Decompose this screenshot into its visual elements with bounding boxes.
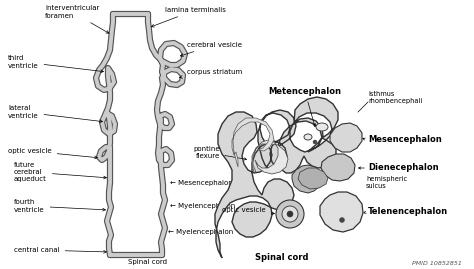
- Text: Telenencephalon: Telenencephalon: [368, 207, 448, 217]
- Text: lateral
ventricle: lateral ventricle: [8, 105, 102, 123]
- Circle shape: [276, 200, 304, 228]
- Text: ← Mesencephalon: ← Mesencephalon: [170, 180, 233, 186]
- Polygon shape: [320, 192, 363, 232]
- Text: Metencephalon: Metencephalon: [268, 87, 341, 127]
- Circle shape: [339, 218, 345, 222]
- Polygon shape: [321, 154, 355, 181]
- Polygon shape: [252, 140, 288, 174]
- Text: future
cerebral
aqueduct: future cerebral aqueduct: [14, 162, 107, 182]
- Text: ← Myelencephalon: ← Myelencephalon: [168, 229, 233, 235]
- Text: optic vesicle: optic vesicle: [8, 148, 98, 159]
- Polygon shape: [215, 97, 338, 258]
- Polygon shape: [292, 165, 322, 193]
- Text: pontine
flexure: pontine flexure: [193, 147, 220, 160]
- Text: fourth
ventricle: fourth ventricle: [14, 200, 105, 213]
- Text: Spinal cord: Spinal cord: [255, 253, 309, 263]
- Text: isthmus
rhombencephali: isthmus rhombencephali: [368, 91, 422, 104]
- Text: cerebral vesicle: cerebral vesicle: [181, 42, 242, 56]
- Ellipse shape: [304, 134, 312, 140]
- Polygon shape: [298, 168, 328, 189]
- Polygon shape: [232, 118, 274, 167]
- Circle shape: [313, 140, 317, 144]
- Text: lamina terminalis: lamina terminalis: [151, 7, 226, 27]
- Circle shape: [287, 211, 293, 217]
- Text: third
ventricle: third ventricle: [8, 55, 103, 73]
- Text: PMID 10852851: PMID 10852851: [412, 261, 462, 266]
- Text: hemispheric
sulcus: hemispheric sulcus: [366, 175, 407, 189]
- Text: optic vesicle: optic vesicle: [222, 207, 274, 215]
- Text: corpus striatum: corpus striatum: [180, 69, 242, 78]
- Text: Dienecephalon: Dienecephalon: [368, 164, 438, 172]
- Text: interventricular
foramen: interventricular foramen: [45, 5, 109, 33]
- Text: ← Myelencephalon: ← Myelencephalon: [170, 203, 235, 209]
- Circle shape: [282, 206, 298, 222]
- Text: Spinal cord: Spinal cord: [128, 259, 167, 265]
- Ellipse shape: [316, 123, 328, 131]
- Text: central canal: central canal: [14, 247, 107, 253]
- Text: Mesencephalon: Mesencephalon: [368, 136, 442, 144]
- Polygon shape: [330, 123, 362, 152]
